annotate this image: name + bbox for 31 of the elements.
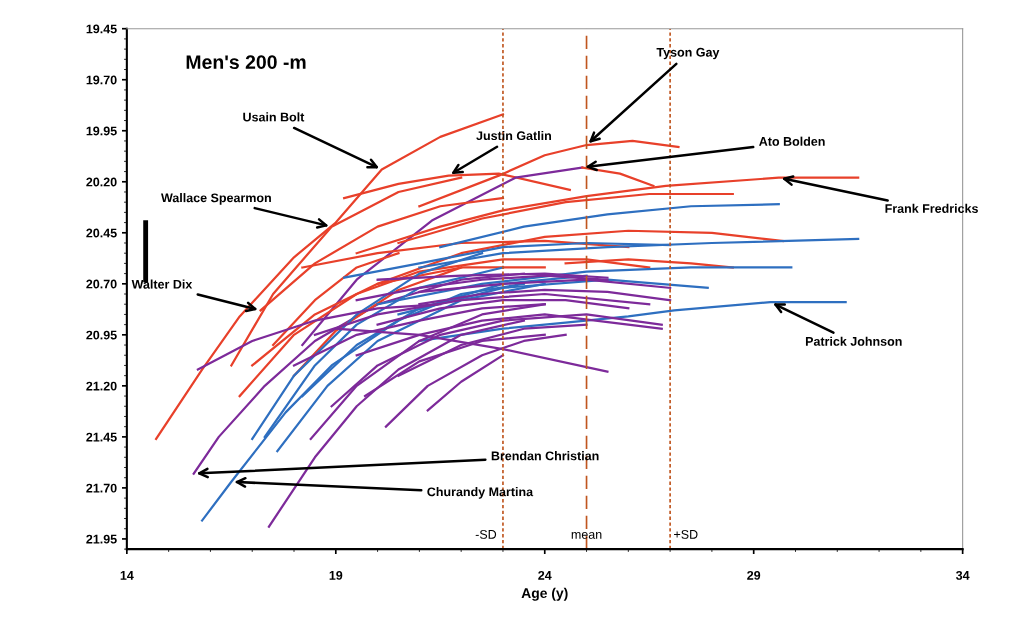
- y-tick-label: 21.95: [86, 534, 117, 544]
- x-axis-title: Age (y): [521, 587, 568, 601]
- annotation: Frank Fredricks: [885, 203, 978, 213]
- y-tick-label: 21.45: [86, 432, 117, 442]
- text: Men's 200 -m: [186, 55, 306, 70]
- x-tick-label: 34: [955, 570, 970, 580]
- ref-line-label: mean: [571, 531, 602, 539]
- y-tick-label: 19.45: [86, 24, 117, 34]
- x-tick-label: 19: [329, 570, 343, 580]
- annotation: Brendan Christian: [491, 451, 599, 461]
- annotation: Justin Gatlin: [476, 130, 551, 141]
- y-tick-label: 21.70: [86, 483, 117, 493]
- annotation: Wallace Spearmon: [161, 193, 271, 205]
- y-tick-label: 21.20: [86, 381, 117, 391]
- y-tick-label: 20.20: [86, 177, 117, 187]
- x-tick-label: 14: [120, 571, 134, 580]
- x-tick-label: 24: [538, 570, 552, 580]
- annotation: Ato Bolden: [759, 136, 825, 146]
- ref-line-label: +SD: [674, 529, 698, 539]
- y-tick-label: 20.45: [86, 228, 117, 238]
- annotation: Patrick Johnson: [805, 336, 902, 346]
- annotation: Tyson Gay: [656, 47, 720, 60]
- annotation: Walter Dix: [131, 279, 193, 289]
- ref-line-label: -SD: [475, 529, 497, 539]
- y-tick-label: 20.70: [86, 279, 117, 289]
- y-tick-label: 20.95: [86, 330, 117, 340]
- x-tick-label: 29: [747, 570, 761, 580]
- annotation: Usain Bolt: [243, 112, 305, 122]
- annotation: Churandy Martina: [427, 487, 534, 499]
- y-tick-label: 19.95: [86, 126, 117, 136]
- y-tick-label: 19.70: [86, 75, 117, 85]
